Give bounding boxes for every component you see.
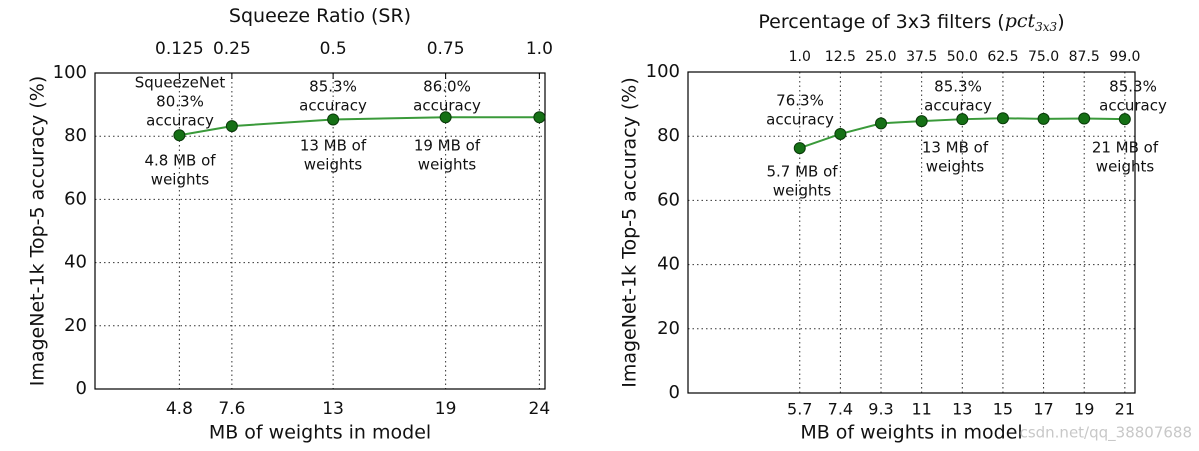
annotation: weights [151, 171, 210, 189]
annotation: weights [1096, 158, 1155, 176]
data-point [439, 111, 452, 124]
y-tick-label: 40 [64, 252, 87, 273]
x-tick-label: 7.6 [218, 399, 245, 419]
data-point [327, 113, 340, 126]
x-tick-label: 15 [993, 400, 1013, 419]
x-tick-label: 13 [322, 399, 344, 419]
x-tick-label: 11 [911, 400, 931, 419]
data-point [996, 112, 1009, 125]
annotation: accuracy [924, 97, 992, 115]
x2-axis-label-text: Percentage of 3x3 filters ( [758, 11, 1004, 33]
annotation: accuracy [146, 112, 214, 130]
x2-tick-label: 75.0 [1028, 49, 1059, 65]
y-tick-label: 60 [657, 189, 680, 210]
y-tick-label: 0 [76, 378, 87, 399]
y-tick-label: 20 [657, 318, 680, 339]
annotation: SqueezeNet [135, 74, 226, 92]
x-tick-label: 5.7 [787, 400, 812, 419]
x2-tick-label: 12.5 [825, 49, 856, 65]
x-axis-label: MB of weights in model [800, 422, 1022, 444]
y-tick-label: 0 [669, 382, 680, 403]
annotation: 80.3% [156, 93, 204, 111]
x-tick-label: 7.4 [828, 400, 853, 419]
x2-tick-label: 50.0 [947, 49, 978, 65]
x2-axis-label: Percentage of 3x3 filters (pct3x3) [758, 10, 1064, 34]
annotation: 76.3% [776, 92, 824, 110]
x-tick-label: 19 [1074, 400, 1094, 419]
data-point [1037, 112, 1050, 125]
x2-tick-label: 62.5 [987, 49, 1018, 65]
y-tick-label: 80 [64, 125, 87, 146]
y-tick-label: 60 [64, 188, 87, 209]
annotation: accuracy [413, 97, 481, 115]
x2-axis-label-text: Squeeze Ratio (SR) [229, 5, 411, 27]
y-tick-label: 20 [64, 315, 87, 336]
x2-axis-label-var: pct [1005, 10, 1036, 32]
x-tick-label: 17 [1033, 400, 1053, 419]
annotation: weights [926, 158, 985, 176]
x-tick-label: 19 [435, 399, 457, 419]
annotation: 13 MB of [922, 139, 989, 157]
x2-axis-label: Squeeze Ratio (SR) [229, 5, 411, 27]
x2-tick-label: 0.25 [213, 39, 251, 59]
annotation: accuracy [299, 97, 367, 115]
x2-tick-label: 87.5 [1069, 49, 1100, 65]
x-tick-label: 4.8 [166, 399, 193, 419]
annotation: accuracy [1099, 97, 1167, 115]
x2-tick-label: 1.0 [526, 39, 553, 59]
x-tick-label: 13 [952, 400, 972, 419]
data-point [1118, 113, 1131, 126]
annotation: 85.3% [1109, 78, 1157, 96]
data-point [225, 120, 238, 133]
x2-tick-label: 99.0 [1109, 49, 1140, 65]
x-tick-label: 21 [1115, 400, 1135, 419]
data-point [1078, 112, 1091, 125]
data-point [533, 111, 546, 124]
x2-tick-label: 0.5 [320, 39, 347, 59]
annotation: accuracy [766, 111, 834, 129]
plot-frame [687, 71, 1136, 394]
y-tick-label: 80 [657, 125, 680, 146]
x-tick-label: 9.3 [868, 400, 893, 419]
data-point [915, 115, 928, 128]
annotation: 85.3% [309, 78, 357, 96]
x2-axis-label-end: ) [1057, 11, 1064, 33]
x2-tick-label: 37.5 [906, 49, 937, 65]
annotation: weights [304, 156, 363, 174]
data-point [956, 113, 969, 126]
x2-tick-label: 0.75 [427, 39, 465, 59]
annotation: weights [773, 182, 832, 200]
annotation: 4.8 MB of [144, 152, 216, 170]
x2-tick-label: 25.0 [865, 49, 896, 65]
annotation: 21 MB of [1092, 139, 1159, 157]
y-tick-label: 100 [53, 62, 87, 83]
annotation: weights [418, 156, 477, 174]
annotation: 13 MB of [300, 137, 367, 155]
annotation: 86.0% [423, 78, 471, 96]
x-axis-label: MB of weights in model [209, 422, 431, 444]
data-point [875, 117, 888, 130]
x-tick-label: 24 [529, 399, 551, 419]
annotation: 85.3% [934, 78, 982, 96]
x2-tick-label: 1.0 [789, 49, 811, 65]
y-tick-label: 40 [657, 254, 680, 275]
y-axis-label: ImageNet-1k Top-5 accuracy (%) [619, 77, 641, 388]
y-axis-label: ImageNet-1k Top-5 accuracy (%) [27, 76, 49, 387]
watermark: csdn.net/qq_38807688 [1020, 424, 1192, 443]
plot-frame [94, 72, 546, 390]
annotation: 19 MB of [414, 137, 481, 155]
data-point [834, 127, 847, 140]
x2-axis-label-sub: 3x3 [1035, 20, 1057, 34]
annotation: 5.7 MB of [766, 163, 838, 181]
y-tick-label: 100 [646, 61, 680, 82]
data-point [793, 142, 806, 155]
x2-tick-label: 0.125 [155, 39, 204, 59]
data-point [173, 129, 186, 142]
